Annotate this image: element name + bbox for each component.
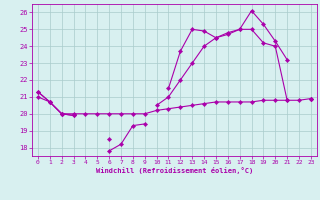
X-axis label: Windchill (Refroidissement éolien,°C): Windchill (Refroidissement éolien,°C) bbox=[96, 167, 253, 174]
